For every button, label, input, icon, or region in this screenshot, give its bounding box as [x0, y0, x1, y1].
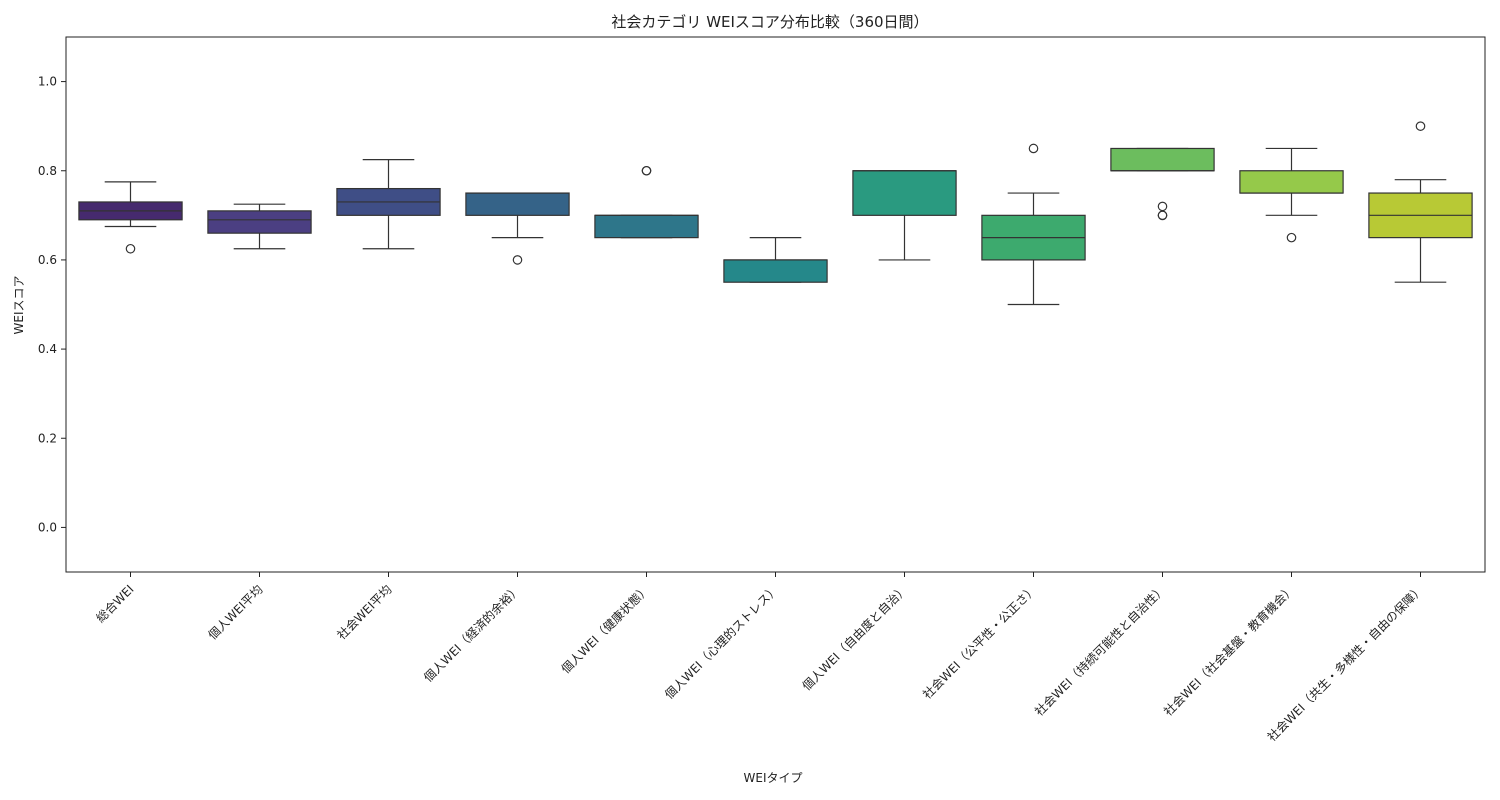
box-group [465, 192, 570, 265]
box-group [1368, 121, 1473, 283]
x-tick-label: 社会WEI（持続可能性と自治性） [1031, 582, 1168, 719]
y-tick-label: 1.0 [38, 75, 57, 89]
box-group [594, 165, 699, 239]
box [852, 170, 957, 216]
box [465, 192, 570, 216]
x-tick-label: 個人WEI（経済的余裕） [420, 582, 523, 685]
x-tick-label: 社会WEI（共生・多様性・自由の保障） [1264, 582, 1427, 745]
x-tick-label: 個人WEI（自由度と自治） [799, 582, 911, 694]
box-group [981, 143, 1086, 306]
y-axis-label: WEIスコア [12, 276, 26, 335]
y-tick-label: 0.8 [38, 164, 57, 178]
outlier-point [512, 255, 523, 265]
box [594, 214, 699, 239]
box [1110, 147, 1215, 172]
outlier-point [641, 165, 652, 176]
box-group [207, 203, 312, 250]
x-axis: 総合WEI 個人WEI平均 社会WEI平均 個人WEI（経済的余裕） 個人WEI（健康状… [93, 572, 1427, 744]
chart-title: 社会カテゴリ WEIスコア分布比較（360日間） [611, 13, 928, 31]
box-group [78, 181, 183, 254]
y-axis: 0.0 0.2 0.4 0.6 0.8 1.0 [38, 75, 66, 534]
box-group [1110, 147, 1215, 221]
plot-frame [65, 36, 1486, 573]
boxes-layer [78, 121, 1473, 306]
outlier-point [1157, 201, 1168, 212]
x-axis-label: WEIタイプ [744, 771, 803, 785]
x-tick-label: 社会WEI平均 [334, 582, 395, 643]
outlier-point [1286, 232, 1297, 243]
x-tick-label: 個人WEI（心理的ストレス） [661, 582, 781, 702]
x-tick-label: 個人WEI（健康状態） [558, 582, 653, 677]
outlier-point [1028, 143, 1039, 154]
x-tick-label: 社会WEI（社会基盤・教育機会） [1160, 582, 1297, 719]
x-tick-label: 個人WEI平均 [206, 582, 266, 642]
y-tick-label: 0.0 [38, 520, 57, 534]
box-group [1239, 147, 1344, 243]
x-tick-label: 社会WEI（公平性・公正さ） [919, 582, 1039, 702]
box-group [723, 237, 828, 283]
box-group [336, 159, 441, 250]
y-tick-label: 0.2 [38, 431, 57, 445]
outlier-point [1415, 121, 1426, 131]
box [207, 210, 312, 234]
y-tick-label: 0.4 [38, 342, 57, 356]
box [1239, 170, 1344, 194]
box [723, 259, 828, 283]
outlier-point [125, 243, 136, 254]
outlier-point [1157, 210, 1168, 221]
x-tick-label: 総合WEI [93, 582, 137, 626]
box-group [852, 170, 957, 261]
y-tick-label: 0.6 [38, 253, 57, 267]
